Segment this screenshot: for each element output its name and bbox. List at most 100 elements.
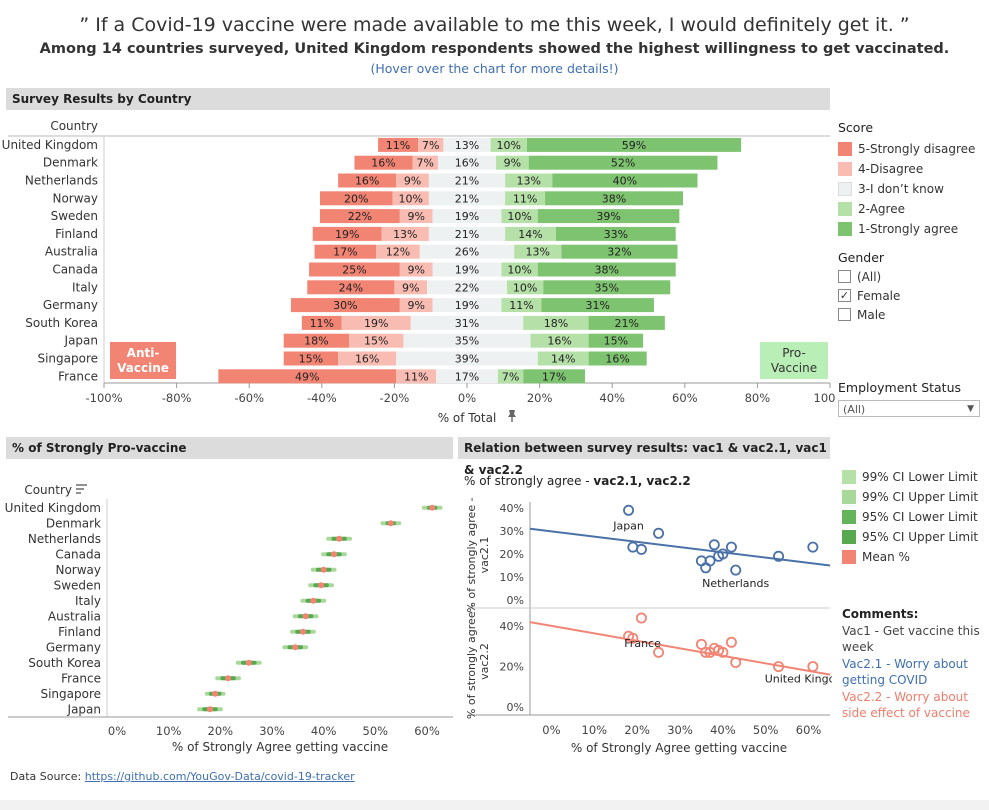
bar-segment	[307, 280, 395, 295]
country-label: Australia	[45, 245, 98, 259]
score-legend-item[interactable]: 4-Disagree	[838, 159, 988, 179]
bar-value-label: 9%	[407, 264, 424, 277]
x-axis-title: % of Total	[438, 411, 497, 425]
relation-chart[interactable]: % of strongly agree - vac2.1, vac2.2 0% 10…	[458, 465, 832, 760]
ci-legend-item[interactable]: 99% CI Lower Limit	[842, 467, 989, 487]
bar-value-label: 7%	[422, 139, 439, 152]
country-label: Germany	[46, 640, 101, 654]
gender-option[interactable]: ✓ Female	[838, 286, 988, 305]
anti-vaccine-label: Anti-	[127, 346, 160, 360]
pro-vaccine-label: Vaccine	[771, 361, 817, 375]
ci-legend-label: Mean %	[862, 550, 910, 564]
bar-segment	[501, 298, 542, 313]
country-label: Italy	[72, 280, 98, 294]
country-label: Norway	[55, 563, 101, 577]
ci-swatch	[842, 490, 856, 504]
bar-value-label: 39%	[596, 210, 620, 223]
employment-dropdown[interactable]: (All) ▼	[838, 400, 980, 417]
point-label: Japan	[612, 519, 644, 532]
bar-segment	[526, 137, 742, 152]
point-label: Netherlands	[702, 577, 769, 590]
bar-value-label: 17%	[455, 370, 479, 383]
bar-value-label: 19%	[455, 264, 479, 277]
score-legend-label: 1-Strongly agree	[858, 222, 959, 236]
comment-vac1: Vac1 - Get vaccine this week	[842, 623, 980, 655]
bar-value-label: 9%	[404, 175, 421, 188]
ci-swatch	[842, 530, 856, 544]
bar-value-label: 16%	[455, 157, 479, 170]
x-tick-label: 80%	[745, 391, 771, 405]
ci-legend-item[interactable]: 95% CI Lower Limit	[842, 507, 989, 527]
x-tick-label: 20%	[624, 723, 650, 737]
bar-segment	[412, 155, 438, 170]
hover-hint: (Hover over the chart for more details!)	[370, 61, 619, 76]
bar-segment	[432, 209, 502, 224]
gender-option[interactable]: Male	[838, 305, 988, 324]
scatter-point	[717, 548, 729, 560]
bar-value-label: 32%	[607, 246, 631, 259]
x-tick-label: 30%	[667, 723, 693, 737]
x-tick-label: 0%	[542, 723, 560, 737]
x-tick-label: -80%	[162, 391, 192, 405]
score-legend-item[interactable]: 1-Strongly agree	[838, 219, 988, 239]
x-tick-label: 30%	[259, 724, 285, 738]
bar-value-label: 38%	[602, 192, 626, 205]
bar-value-label: 9%	[407, 299, 424, 312]
ci-legend-item[interactable]: 99% CI Upper Limit	[842, 487, 989, 507]
bar-value-label: 16%	[371, 157, 395, 170]
bar-value-label: 22%	[455, 281, 479, 294]
score-legend-label: 5-Strongly disagree	[858, 142, 976, 156]
x-tick-label: 60%	[672, 391, 698, 405]
country-label: Norway	[52, 191, 98, 205]
bar-segment	[399, 262, 433, 277]
x-tick-label: 0%	[458, 391, 476, 405]
bar-segment	[283, 351, 339, 366]
bar-segment	[394, 280, 428, 295]
country-label: Australia	[48, 609, 101, 623]
bar-segment	[496, 155, 529, 170]
gender-option-label: Male	[857, 307, 886, 322]
country-label: Canada	[55, 547, 101, 561]
bar-segment	[417, 137, 444, 152]
scatter-point	[717, 646, 729, 658]
bar-segment	[314, 244, 377, 259]
ci-legend-item[interactable]: 95% CI Upper Limit	[842, 527, 989, 547]
pin-icon	[508, 410, 516, 422]
survey-chart[interactable]: Country United Kingdom 11% 7% 13% 10% 59% Denma…	[0, 112, 835, 430]
country-label: Japan	[64, 334, 98, 348]
trend-line	[529, 621, 831, 676]
bar-value-label: 13%	[455, 139, 479, 152]
y-axis-title-line: % of strongly agree -	[465, 497, 478, 612]
country-label: Finland	[55, 227, 98, 241]
bar-segment	[523, 315, 589, 330]
y-tick-label: 20%	[500, 661, 524, 674]
checkbox[interactable]	[838, 308, 851, 321]
checkbox[interactable]: ✓	[838, 289, 851, 302]
bar-segment	[349, 333, 404, 348]
country-label: Netherlands	[25, 174, 98, 188]
y-axis-title-line: % of strongly agree -	[465, 604, 478, 719]
gender-option[interactable]: (All)	[838, 267, 988, 286]
country-label: United Kingdom	[5, 501, 101, 515]
ci-swatch	[842, 470, 856, 484]
pro-vaccine-label: Pro-	[782, 346, 806, 360]
x-tick-label: 40%	[599, 391, 625, 405]
score-legend-item[interactable]: 2-Agree	[838, 199, 988, 219]
comments-panel: Comments: Vac1 - Get vaccine this week V…	[842, 606, 987, 722]
checkbox[interactable]	[838, 270, 851, 283]
ci-legend-item[interactable]: Mean %	[842, 547, 989, 567]
bar-value-label: 14%	[551, 353, 575, 366]
bar-segment	[283, 333, 350, 348]
score-legend-item[interactable]: 5-Strongly disagree	[838, 139, 988, 159]
ci-legend-label: 95% CI Lower Limit	[862, 510, 978, 524]
source-link[interactable]: https://github.com/YouGov-Data/covid-19-…	[84, 770, 355, 783]
gender-option-label: (All)	[857, 269, 882, 284]
bar-segment	[561, 244, 678, 259]
bar-segment	[301, 315, 342, 330]
score-legend-item[interactable]: 3-I don’t know	[838, 179, 988, 199]
country-label: Singapore	[40, 687, 101, 701]
scatter-point	[807, 661, 819, 673]
bar-value-label: 19%	[335, 228, 359, 241]
bar-value-label: 13%	[516, 175, 540, 188]
